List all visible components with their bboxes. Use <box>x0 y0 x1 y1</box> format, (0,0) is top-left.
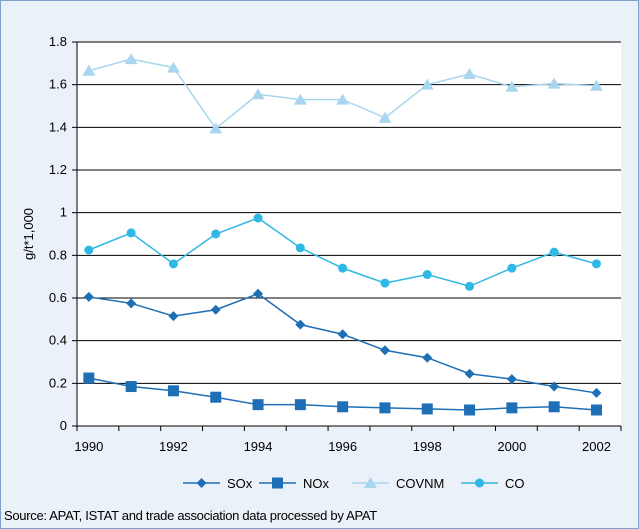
co-point <box>253 213 263 223</box>
y-tick-label: 0.8 <box>49 247 67 262</box>
nox-point <box>421 403 433 415</box>
co-point <box>507 263 517 273</box>
sox-point <box>506 374 517 385</box>
co-point <box>338 263 348 273</box>
sox-point <box>591 387 602 398</box>
legend-marker-co <box>475 478 484 488</box>
co-point <box>84 245 94 255</box>
nox-point <box>506 402 518 414</box>
legend-label-sox: SOx <box>227 476 253 491</box>
covnm-point <box>589 79 603 91</box>
sox-point <box>210 304 221 315</box>
legend-marker-covnm <box>364 477 377 488</box>
legend-item-co: CO <box>461 476 525 491</box>
co-point <box>422 270 432 280</box>
sox-point <box>422 352 433 363</box>
covnm-point <box>209 122 223 134</box>
nox-point <box>548 401 560 413</box>
sox-point <box>295 319 306 330</box>
co-point <box>380 278 390 288</box>
y-tick-label: 1.8 <box>49 34 67 49</box>
sox-point <box>464 368 475 379</box>
y-tick-label: 0.2 <box>49 375 67 390</box>
legend-item-sox: SOx <box>183 476 253 491</box>
nox-point <box>125 381 137 393</box>
nox-point <box>167 385 179 397</box>
co-point <box>126 228 136 238</box>
source-note: Source: APAT, ISTAT and trade associatio… <box>4 508 377 523</box>
x-tick-label: 1998 <box>413 439 442 454</box>
nox-point <box>252 399 264 411</box>
covnm-point <box>82 64 96 76</box>
legend-marker-sox <box>196 478 207 488</box>
x-tick-label: 2000 <box>497 439 526 454</box>
nox-point <box>337 401 349 413</box>
y-tick-label: 1.6 <box>49 77 67 92</box>
y-tick-label: 1.2 <box>49 162 67 177</box>
x-tick-label: 1990 <box>74 439 103 454</box>
x-tick-label: 2002 <box>582 439 611 454</box>
plot-area <box>77 42 621 426</box>
nox-point <box>83 372 95 384</box>
nox-point <box>379 402 391 414</box>
y-tick-label: 1.4 <box>49 119 67 134</box>
covnm-point <box>463 68 477 79</box>
y-tick-label: 1 <box>60 205 67 220</box>
sox-point <box>379 345 390 356</box>
y-tick-label: 0 <box>60 418 67 433</box>
nox-point <box>590 404 602 416</box>
sox-point <box>83 291 94 302</box>
legend-item-covnm: COVNM <box>352 476 444 491</box>
co-point <box>211 229 221 239</box>
nox-point <box>210 391 222 403</box>
legend-item-nox: NOx <box>259 476 330 491</box>
covnm-point <box>336 93 350 105</box>
sox-point <box>168 311 179 322</box>
y-axis-label: g/t*1,000 <box>21 208 36 260</box>
x-tick-label: 1992 <box>159 439 188 454</box>
co-point <box>465 281 475 291</box>
co-point <box>591 259 601 269</box>
sox-point <box>126 298 137 309</box>
covnm-point <box>124 53 138 65</box>
legend-label-nox: NOx <box>303 476 330 491</box>
legend-label-covnm: COVNM <box>396 476 444 491</box>
co-point <box>168 259 178 269</box>
covnm-point <box>505 80 519 92</box>
sox-point <box>549 381 560 392</box>
covnm-point <box>293 93 307 105</box>
co-point <box>549 247 559 257</box>
x-tick-label: 1996 <box>328 439 357 454</box>
legend-label-co: CO <box>505 476 525 491</box>
covnm-point <box>251 88 265 100</box>
nox-point <box>464 404 476 416</box>
sox-point <box>337 329 348 340</box>
covnm-point <box>166 61 180 73</box>
y-tick-label: 0.6 <box>49 290 67 305</box>
sox-point <box>253 288 264 299</box>
covnm-point <box>378 111 392 123</box>
y-tick-label: 0.4 <box>49 333 67 348</box>
legend-marker-nox <box>272 477 283 489</box>
co-point <box>295 243 305 253</box>
covnm-point <box>547 77 561 89</box>
nox-point <box>294 399 306 411</box>
x-tick-label: 1994 <box>244 439 273 454</box>
covnm-point <box>420 78 434 90</box>
